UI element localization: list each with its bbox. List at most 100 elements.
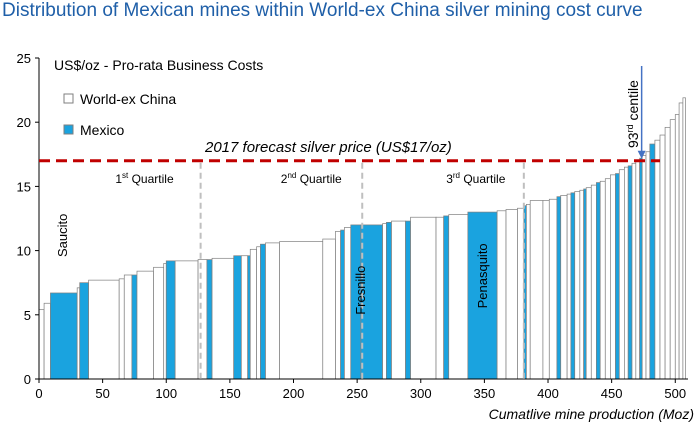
chart-title: Distribution of Mexican mines within Wor…: [2, 0, 643, 21]
bar-mexico: [556, 196, 562, 380]
bar-mexico: [233, 255, 242, 380]
x-tick-label: 350: [474, 386, 496, 401]
bar-world: [505, 209, 518, 380]
bar-world: [163, 263, 167, 380]
bar-world: [526, 204, 531, 380]
y-tick-label: 20: [17, 115, 31, 130]
bar-world: [585, 187, 592, 380]
legend-swatch-mexico: [63, 124, 74, 135]
y-tick-label: 5: [24, 308, 31, 323]
bar-world: [645, 151, 651, 380]
bar-world: [631, 162, 637, 380]
bar-world: [496, 210, 507, 380]
bar-world: [344, 227, 352, 380]
quartile-label: 1st Quartile: [115, 171, 174, 186]
bar-mexico: [570, 192, 576, 380]
bar-world: [265, 242, 280, 380]
x-tick-label: 250: [346, 386, 368, 401]
bar-world: [88, 279, 120, 380]
x-axis-label: Cumatlive mine production (Moz): [489, 406, 694, 422]
y-tick-label: 25: [17, 51, 31, 66]
legend-swatch-world: [63, 93, 74, 104]
x-tick-label: 300: [410, 386, 432, 401]
x-tick-label: 100: [155, 386, 177, 401]
bar-world: [391, 220, 406, 380]
centile-arrow-head: [637, 150, 646, 159]
legend-label-world: World-ex China: [80, 91, 176, 107]
bar-mexico: [405, 220, 411, 380]
bar-world: [448, 214, 469, 380]
bar-world: [682, 97, 686, 380]
bar-world: [153, 266, 165, 380]
y-tick-label: 0: [24, 372, 31, 387]
bar-world: [123, 274, 133, 380]
bar-world: [256, 246, 261, 380]
mine-label: Saucito: [55, 214, 70, 257]
price-line-label: 2017 forecast silver price (US$17/oz): [204, 139, 452, 156]
bar-world: [249, 248, 257, 380]
bar-mexico: [615, 173, 620, 380]
bar-mexico: [583, 188, 587, 380]
y-tick-label: 10: [17, 244, 31, 259]
bar-world: [43, 302, 51, 380]
bar-world: [197, 259, 208, 380]
bar-mexico: [443, 215, 450, 380]
y-axis-label: US$/oz - Pro-rata Business Costs: [54, 57, 263, 73]
bar-mexico: [131, 274, 138, 380]
bar-world: [669, 119, 676, 380]
bar-world: [548, 198, 558, 380]
bar-world: [118, 278, 125, 380]
bar-world: [211, 257, 235, 380]
bar-world: [604, 178, 611, 380]
x-tick-label: 0: [35, 386, 42, 401]
bar-world: [76, 287, 81, 380]
bar-world: [542, 200, 550, 380]
bar-mexico: [79, 282, 89, 380]
bar-world: [664, 126, 671, 380]
bar-world: [435, 216, 445, 380]
bar-world: [659, 134, 666, 380]
bar-world: [579, 189, 585, 380]
x-tick-label: 200: [283, 386, 305, 401]
bar-world: [566, 193, 572, 380]
bar-world: [335, 230, 341, 380]
bar-world: [560, 195, 568, 380]
quartile-label: 2nd Quartile: [281, 171, 342, 186]
bar-world: [590, 184, 597, 380]
bar-world: [599, 180, 606, 380]
bar-world: [240, 255, 249, 380]
bar-mexico: [247, 255, 251, 380]
bar-mexico: [50, 292, 78, 380]
bar-mexico: [639, 157, 643, 380]
bar-mexico: [467, 211, 498, 380]
bar-mexico: [649, 143, 656, 380]
y-tick-label: 15: [17, 179, 31, 194]
bar-world: [279, 241, 324, 380]
bar-world: [574, 191, 581, 380]
bar-mexico: [340, 229, 345, 380]
bar-mexico: [206, 259, 213, 380]
x-tick-label: 50: [95, 386, 109, 401]
bar-mexico: [596, 182, 601, 380]
x-tick-label: 450: [601, 386, 623, 401]
x-tick-label: 150: [219, 386, 241, 401]
bar-world: [654, 139, 661, 380]
bar-mexico: [165, 260, 176, 380]
bar-world: [618, 169, 625, 380]
bar-mexico: [260, 243, 266, 380]
bar-mexico: [386, 222, 392, 380]
legend-label-mexico: Mexico: [80, 122, 125, 138]
bar-world: [678, 102, 684, 380]
bar-world: [322, 238, 336, 380]
bar-world: [624, 166, 629, 380]
bar-world: [529, 200, 544, 380]
bar-world: [674, 114, 680, 380]
mine-label: Fresnillo: [353, 266, 368, 315]
bar-world: [382, 223, 387, 380]
overlay-layer: 1st Quartile 2nd Quartile 3rd Quartile Sauc…: [39, 66, 660, 379]
bar-world: [610, 174, 616, 380]
quartile-label: 3rd Quartile: [446, 171, 505, 186]
bar-world: [136, 270, 154, 380]
